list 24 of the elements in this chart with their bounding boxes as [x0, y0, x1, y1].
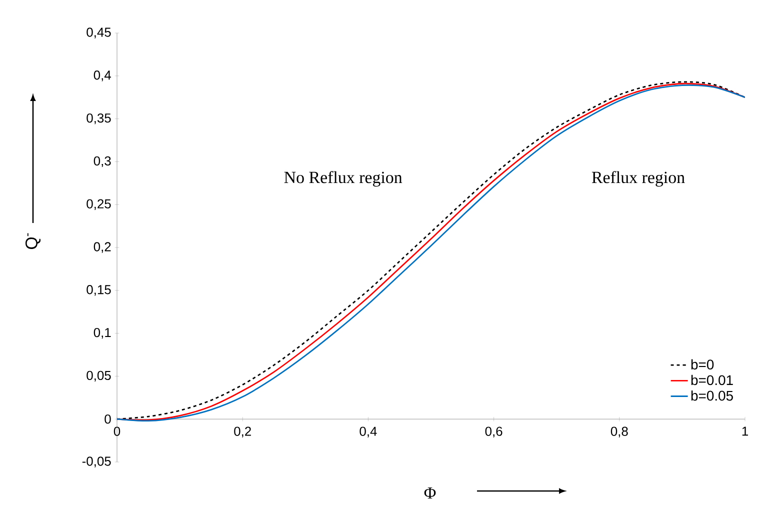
y-tick-label: 0,35	[86, 113, 111, 124]
x-tick-label: 1	[742, 426, 748, 436]
y-tick-label: 0,05	[86, 370, 111, 382]
y-axis-title: Q$^{-}$	[25, 233, 41, 250]
y-tick-label: 0,25	[86, 199, 111, 210]
legend-label: b=0	[691, 359, 714, 370]
y-tick-label: 0,3	[94, 156, 111, 168]
y-tick-label: 0,4	[94, 70, 111, 82]
x-tick-label: 0	[114, 426, 120, 436]
x-tick-label: 0,6	[485, 426, 502, 438]
y-tick-label: 0,2	[94, 242, 111, 253]
y-tick-label: 0	[104, 414, 111, 424]
legend-label: b=0.05	[691, 390, 733, 401]
y-tick-label: 0,45	[86, 28, 111, 38]
annotation: Reflux region	[592, 171, 685, 187]
y-tick-label: 0,1	[94, 328, 111, 339]
annotation: No Reflux region	[284, 171, 402, 187]
legend-label: b=0.01	[691, 374, 733, 386]
x-axis-title: Φ	[424, 487, 436, 499]
y-tick-label: 0,15	[86, 285, 111, 296]
y-tick-label: -0,05	[82, 456, 111, 468]
x-tick-label: 0,8	[610, 426, 628, 438]
x-tick-label: 0,4	[360, 426, 377, 438]
x-tick-label: 0,2	[234, 426, 251, 438]
